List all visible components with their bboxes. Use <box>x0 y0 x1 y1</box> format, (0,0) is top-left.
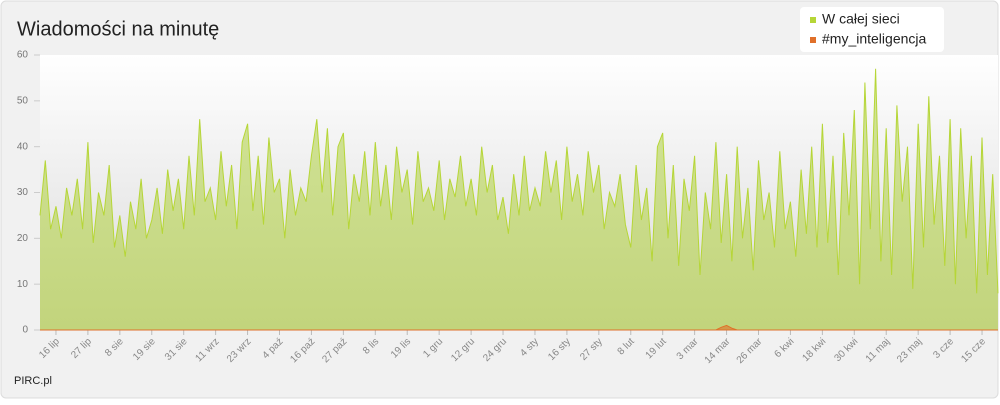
footer: PIRC.pl <box>14 375 52 387</box>
legend-marker <box>810 37 816 43</box>
chart-title: Wiadomości na minutę <box>17 18 219 40</box>
series-area <box>40 68 998 331</box>
y-tick-label: 40 <box>17 141 29 152</box>
y-tick-label: 60 <box>17 50 29 61</box>
y-tick-label: 10 <box>17 279 29 290</box>
y-tick-label: 20 <box>17 233 29 244</box>
legend-marker <box>810 17 816 23</box>
legend-label: W całej sieci <box>822 11 900 27</box>
legend <box>800 7 944 52</box>
legend-label: #my_inteligencja <box>822 31 926 47</box>
y-tick-label: 0 <box>22 325 28 336</box>
series-line <box>39 68 999 294</box>
y-tick-label: 50 <box>17 95 29 106</box>
y-tick-label: 30 <box>17 187 29 198</box>
